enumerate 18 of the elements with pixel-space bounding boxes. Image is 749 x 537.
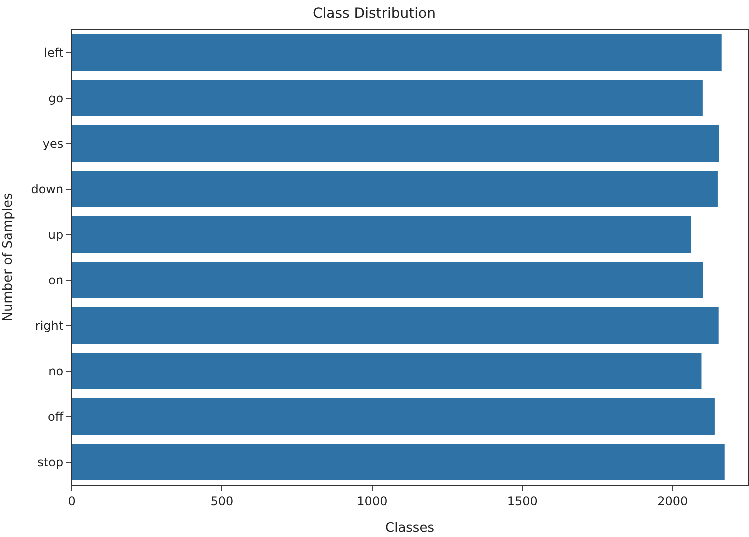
y-tick-label: on (48, 273, 64, 288)
x-tick-label: 1500 (507, 494, 538, 508)
y-tick-label: go (48, 91, 64, 106)
chart-title: Class Distribution (313, 6, 436, 22)
y-tick-label: no (48, 364, 64, 378)
y-tick-label: off (48, 410, 64, 424)
x-tick-label: 2000 (658, 494, 688, 508)
x-tick-label: 0 (68, 494, 76, 508)
y-tick-label: up (48, 228, 64, 242)
y-tick-label: yes (42, 136, 64, 151)
y-tick-label: left (44, 46, 64, 60)
x-axis-title: Classes (386, 521, 435, 536)
y-tick-label: down (31, 182, 64, 196)
y-tick-label: stop (38, 455, 64, 470)
y-axis-title: Number of Samples (1, 193, 16, 322)
x-tick-label: 1000 (357, 494, 388, 508)
x-tick-label: 500 (210, 494, 234, 508)
y-tick-label: right (35, 318, 64, 333)
